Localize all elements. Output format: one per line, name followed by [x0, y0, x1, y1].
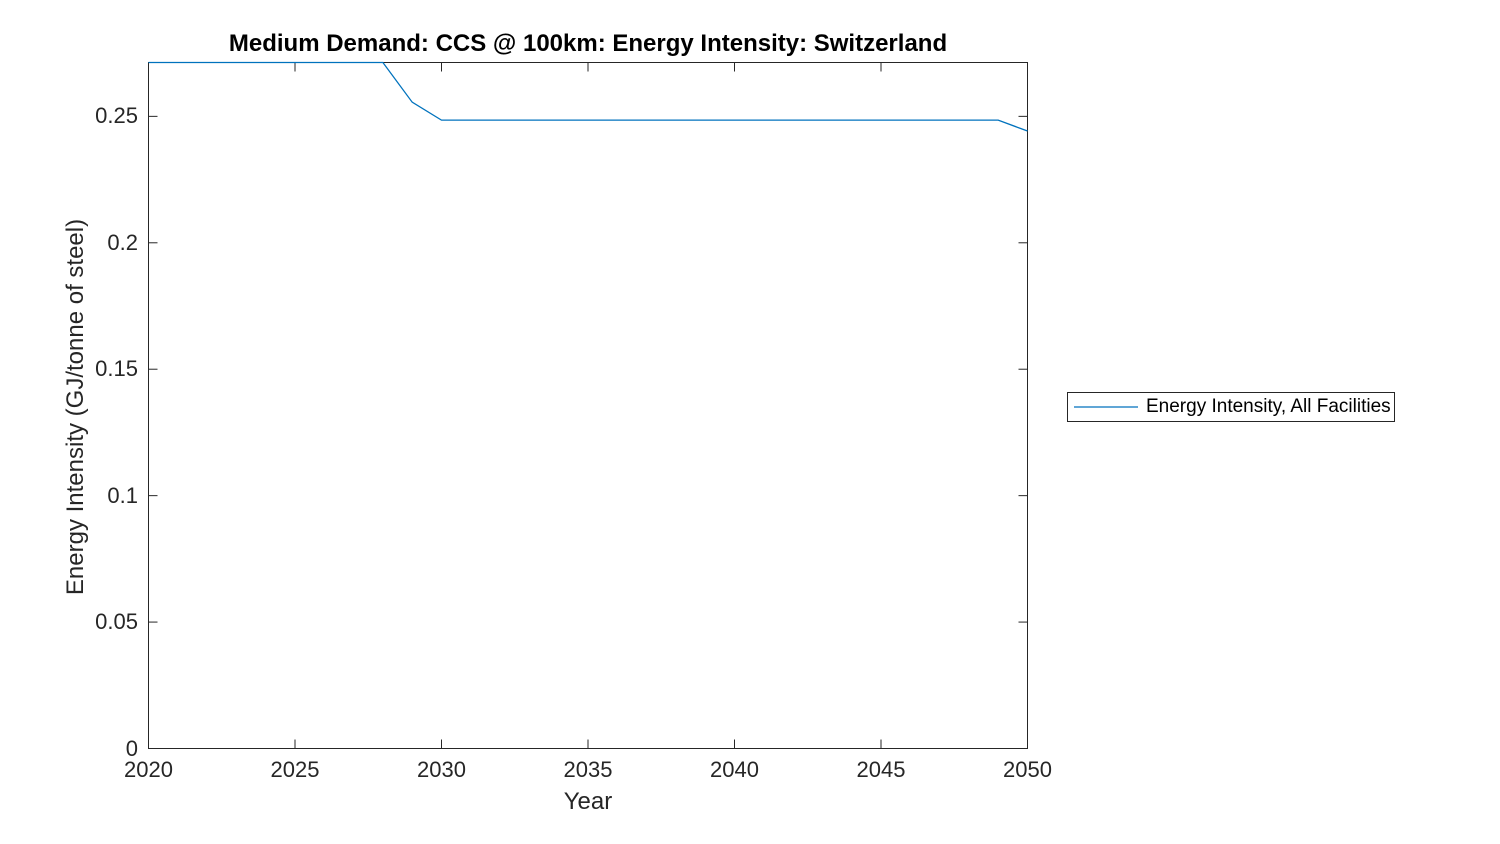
y-tick-label: 0.25 [95, 103, 138, 129]
energy-intensity-line [148, 61, 1028, 132]
legend-entry-label: Energy Intensity, All Facilities [1146, 396, 1391, 417]
x-tick-label: 2040 [710, 757, 759, 782]
chart-title: Medium Demand: CCS @ 100km: Energy Inten… [228, 30, 948, 57]
tick-marks [148, 62, 1028, 749]
y-tick-label: 0 [125, 735, 138, 761]
y-tick-label: 0.05 [95, 609, 138, 635]
legend-sample-line [1074, 406, 1138, 408]
x-axis-label: Year [563, 788, 613, 815]
x-tick-label: 2025 [270, 757, 320, 782]
y-axis-label: Energy Intensity (GJ/tonne of steel) [62, 218, 89, 596]
x-tick-label: 2045 [856, 757, 906, 782]
legend: Energy Intensity, All Facilities [1067, 392, 1395, 422]
x-tick-label: 2035 [563, 757, 613, 782]
axes-box [148, 62, 1028, 749]
y-tick-label: 0.2 [107, 229, 138, 255]
x-tick-label: 2020 [124, 757, 173, 782]
x-tick-label: 2050 [1003, 757, 1052, 782]
y-tick-label: 0.15 [95, 356, 138, 382]
plot-svg [148, 61, 1028, 749]
y-tick-label: 0.1 [107, 482, 138, 508]
x-tick-label: 2030 [417, 757, 466, 782]
plot-area [148, 61, 1028, 749]
series-layer [148, 61, 1028, 132]
